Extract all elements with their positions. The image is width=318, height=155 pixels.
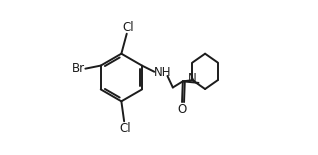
- Text: Cl: Cl: [119, 122, 131, 135]
- Text: NH: NH: [154, 66, 172, 79]
- Text: N: N: [188, 72, 197, 85]
- Text: Br: Br: [72, 62, 85, 75]
- Text: Cl: Cl: [122, 21, 134, 34]
- Text: O: O: [177, 103, 187, 116]
